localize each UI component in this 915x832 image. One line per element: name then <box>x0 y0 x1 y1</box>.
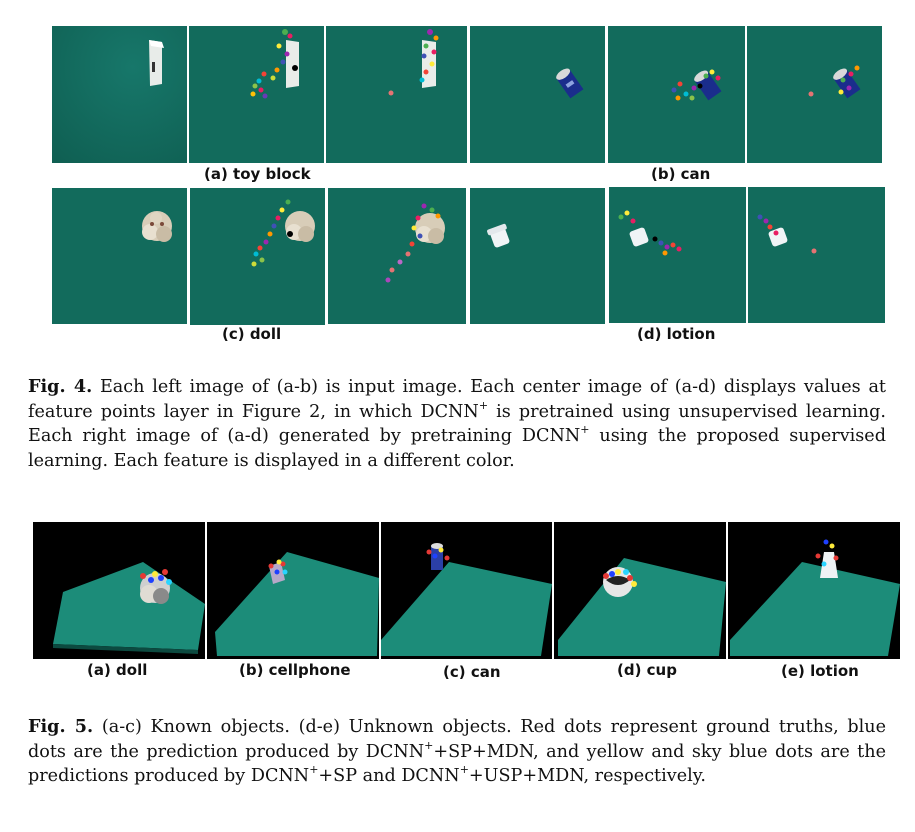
fig5-a-doll-render <box>33 522 205 659</box>
fig4-d-input-image <box>470 188 605 324</box>
fig5-caption-p3: +SP and DCNN <box>318 766 460 786</box>
fig5-label-c: (c) can <box>443 663 501 681</box>
fig4-c-unsupervised-features <box>190 188 325 325</box>
fig4-a-input-image <box>52 26 187 163</box>
fig4-label-b: (b) can <box>651 165 711 183</box>
fig5-e-lotion-render <box>728 522 900 659</box>
fig4-caption-text3: using the proposed supervised learning. … <box>28 426 886 471</box>
fig5-d-cup-render <box>554 522 726 659</box>
fig4-d-unsupervised-features <box>609 187 746 323</box>
fig5-b-cellphone-render <box>207 522 379 659</box>
fig4-a-unsupervised-features <box>189 26 324 163</box>
fig4-caption: Fig. 4. Each left image of (a-b) is inpu… <box>28 375 886 473</box>
fig4-caption-text2: is pretrained using unsupervised learnin… <box>28 401 886 447</box>
fig4-b-input-image <box>470 26 605 163</box>
fig5-caption-p1: (a-c) Known objects. (d-e) Unknown objec… <box>28 717 886 762</box>
fig5-caption: Fig. 5. (a-c) Known objects. (d-e) Unkno… <box>28 715 886 789</box>
fig4-b-supervised-features <box>747 26 882 163</box>
fig5-caption-label: Fig. 5. <box>28 716 94 737</box>
fig4-d-supervised-features <box>748 187 885 323</box>
fig5-label-a: (a) doll <box>87 661 148 679</box>
fig4-a-supervised-features <box>326 26 467 163</box>
fig4-c-input-image <box>52 188 187 324</box>
fig5-caption-s2: + <box>309 763 319 777</box>
fig5-caption-s1: + <box>424 738 434 752</box>
fig5-c-can-render <box>381 522 552 659</box>
fig4-c-supervised-features <box>328 188 466 324</box>
fig5-caption-s3: + <box>459 763 469 777</box>
fig4-caption-sup: + <box>478 398 489 412</box>
fig4-caption-text: Each left image of (a-b) is input image.… <box>28 377 886 422</box>
fig4-label-c: (c) doll <box>222 325 282 343</box>
fig4-label-d: (d) lotion <box>637 325 716 343</box>
fig5-label-e: (e) lotion <box>781 662 859 680</box>
fig5-caption-p4: +USP+MDN, respectively. <box>468 766 706 786</box>
fig5-caption-p2: +SP+MDN, and yellow and sky blue dots ar… <box>28 741 886 787</box>
fig4-b-unsupervised-features <box>608 26 745 163</box>
fig4-label-a: (a) toy block <box>204 165 311 183</box>
fig4-caption-label: Fig. 4. <box>28 376 93 397</box>
fig5-label-b: (b) cellphone <box>239 661 351 679</box>
fig5-label-d: (d) cup <box>617 661 677 679</box>
fig4-caption-sup2: + <box>580 423 590 437</box>
